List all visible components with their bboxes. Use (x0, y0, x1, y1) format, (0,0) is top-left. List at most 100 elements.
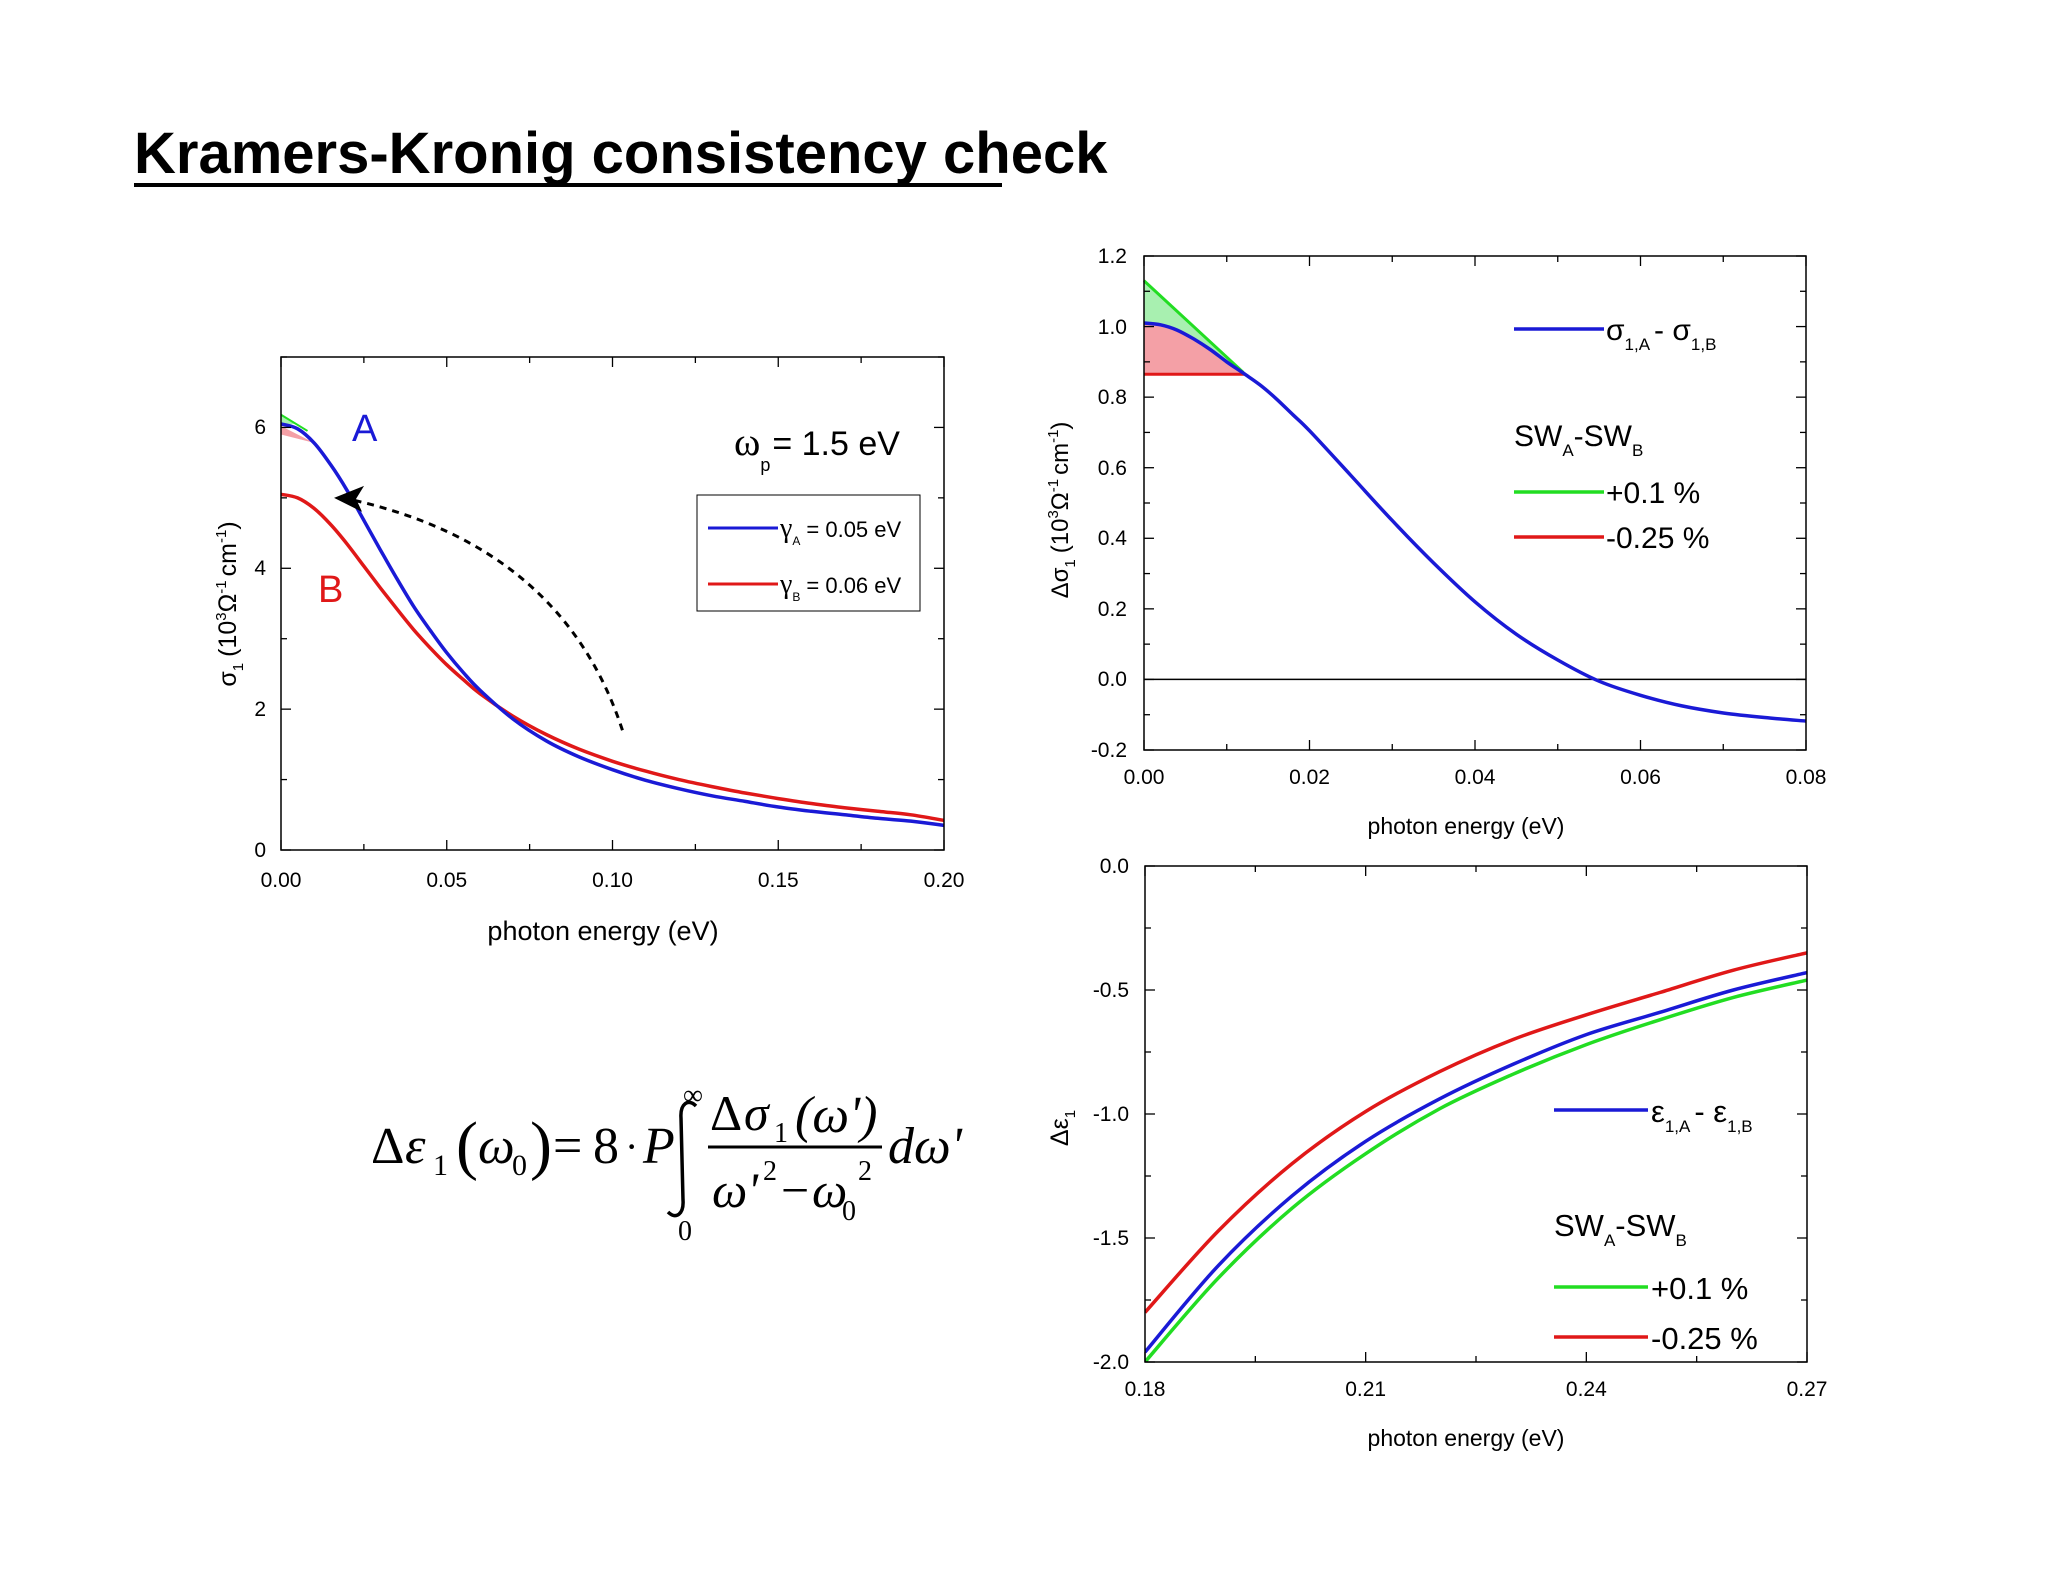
legend-entry-plus: +0.1 % (1606, 477, 1700, 510)
series-line-plus (1142, 279, 1245, 374)
series-line-gamma-b (280, 492, 945, 823)
chart-delta-sigma1: 0.00 0.02 0.04 0.06 0.08 -0.2 0.0 0.2 0.… (1045, 245, 1826, 839)
y-tick-label: -0.2 (1091, 739, 1127, 762)
x-tick-label: 0.06 (1620, 766, 1661, 789)
curve-label-a: A (352, 408, 378, 450)
y-tick-label: 0.0 (1098, 668, 1127, 691)
y-tick-label: 1.0 (1098, 316, 1127, 339)
legend-entry-main: ε1,A - ε1,B (1651, 1094, 1753, 1136)
formula-dot: · (625, 1124, 638, 1169)
x-tick-label: 0.00 (261, 869, 302, 892)
x-tick-label: 0.04 (1455, 766, 1496, 789)
y-tick-label: 0.8 (1098, 386, 1127, 409)
series-line-difference (1145, 970, 1807, 1354)
formula-num-delta: Δ (710, 1085, 742, 1141)
y-tick-label: 0.0 (1100, 855, 1129, 878)
y-tick-label: 0.4 (1098, 527, 1128, 550)
chart-sigma1: 0.00 0.05 0.10 0.15 0.20 0 2 4 6 photon … (213, 356, 965, 946)
y-tick-label: 1.2 (1098, 245, 1127, 268)
x-tick-label: 0.08 (1786, 766, 1827, 789)
formula-upper-limit: ∞ (683, 1080, 703, 1111)
legend-entry-gamma-a: γA = 0.05 eV (779, 513, 902, 548)
formula-equals: = (553, 1118, 582, 1175)
x-tick-label: 0.10 (592, 869, 633, 892)
chart1-legend: γA = 0.05 eV γB = 0.06 eV (696, 494, 921, 612)
formula-paren-open: ( (456, 1109, 478, 1182)
chart1-ticks (280, 356, 945, 851)
x-tick-label: 0.00 (1124, 766, 1165, 789)
chart1-arrow (334, 485, 624, 731)
chart3-x-axis-label: photon energy (eV) (1368, 1425, 1565, 1451)
series-line-plus (1145, 978, 1807, 1362)
arrow-head (334, 485, 365, 512)
legend-entry-main: σ1,A - σ1,B (1606, 314, 1716, 354)
y-tick-label: -2.0 (1093, 1351, 1129, 1374)
chart3-y-axis-label: Δε1 (1046, 1110, 1079, 1146)
shaded-red-region (281, 426, 315, 443)
formula-den-omega-prime: ω' (712, 1162, 759, 1218)
dashed-arrow-path (351, 498, 624, 731)
y-tick-label: -0.5 (1093, 979, 1129, 1002)
formula-delta: Δ (371, 1118, 404, 1175)
formula-differential: dω' (888, 1118, 963, 1175)
chart2-legend: σ1,A - σ1,B SWA-SWB +0.1 % -0.25 % (1514, 314, 1716, 555)
y-tick-label: 4 (254, 557, 266, 580)
shaded-red-region (1144, 323, 1246, 375)
chart3-x-tick-labels: 0.18 0.21 0.24 0.27 (1125, 1378, 1828, 1401)
formula-omega0: ω (478, 1118, 515, 1175)
series-line-difference (1143, 321, 1807, 723)
legend-entry-minus: -0.25 % (1651, 1321, 1758, 1356)
chart2-ticks (1143, 255, 1807, 751)
formula-paren-close: ) (530, 1109, 552, 1182)
chart2-y-axis-label: Δσ1(103Ω-1cm-1) (1045, 422, 1079, 599)
legend-entry-minus: -0.25 % (1606, 522, 1709, 555)
chart3-series (1145, 951, 1807, 1362)
x-tick-label: 0.05 (426, 869, 467, 892)
page-title: Kramers-Kronig consistency check (134, 121, 1108, 186)
y-tick-label: -1.5 (1093, 1227, 1129, 1250)
green-segment (280, 413, 309, 432)
legend-entry-plus: +0.1 % (1651, 1271, 1748, 1306)
x-tick-label: 0.21 (1345, 1378, 1386, 1401)
chart2-y-tick-labels: -0.2 0.0 0.2 0.4 0.6 0.8 1.0 1.2 (1091, 245, 1127, 762)
x-tick-label: 0.02 (1289, 766, 1330, 789)
series-line-minus (1145, 951, 1807, 1314)
formula-principal-value: P (642, 1118, 675, 1175)
formula-den-omega0: ω (812, 1162, 847, 1218)
chart1-y-tick-labels: 0 2 4 6 (254, 416, 266, 862)
formula-lower-limit: 0 (678, 1216, 692, 1247)
x-tick-label: 0.24 (1566, 1378, 1607, 1401)
x-tick-label: 0.15 (758, 869, 799, 892)
formula-num-arg: (ω') (795, 1087, 877, 1144)
formula-eight: 8 (593, 1118, 619, 1175)
chart3-legend: ε1,A - ε1,B SWA-SWB +0.1 % -0.25 % (1554, 1094, 1758, 1356)
chart3-ticks (1144, 865, 1808, 1363)
formula-epsilon: ε (405, 1118, 426, 1175)
formula-sub-0: 0 (512, 1149, 527, 1182)
legend-box (696, 494, 921, 612)
formula-den-sup: 2 (763, 1156, 777, 1187)
formula-sub-1: 1 (433, 1149, 448, 1182)
formula-num-sub: 1 (774, 1118, 788, 1149)
formula-den-minus: − (781, 1162, 809, 1218)
chart2-x-axis-label: photon energy (eV) (1368, 813, 1565, 839)
chart3-series-clipped (1145, 951, 1807, 1362)
y-tick-label: 6 (254, 416, 266, 439)
legend-entry-gamma-b: γB = 0.06 eV (779, 569, 902, 604)
y-tick-label: -1.0 (1093, 1103, 1129, 1126)
series-line-gamma-a (280, 422, 945, 828)
curve-label-b: B (318, 569, 343, 611)
x-tick-label: 0.20 (924, 869, 965, 892)
plasma-frequency-annotation: ωp= 1.5 eV (734, 419, 900, 475)
y-tick-label: 2 (254, 698, 266, 721)
formula-den-omega0-sup: 2 (858, 1156, 872, 1187)
chart2-frame (1143, 255, 1807, 751)
x-tick-label: 0.27 (1787, 1378, 1828, 1401)
y-tick-label: 0.2 (1098, 598, 1127, 621)
chart1-series (280, 422, 945, 828)
formula-num-sigma: σ (744, 1085, 771, 1141)
chart-delta-eps1: 0.18 0.21 0.24 0.27 0.0 -0.5 -1.0 -1.5 -… (1046, 855, 1827, 1451)
y-tick-label: 0 (254, 839, 266, 862)
x-tick-label: 0.18 (1125, 1378, 1166, 1401)
